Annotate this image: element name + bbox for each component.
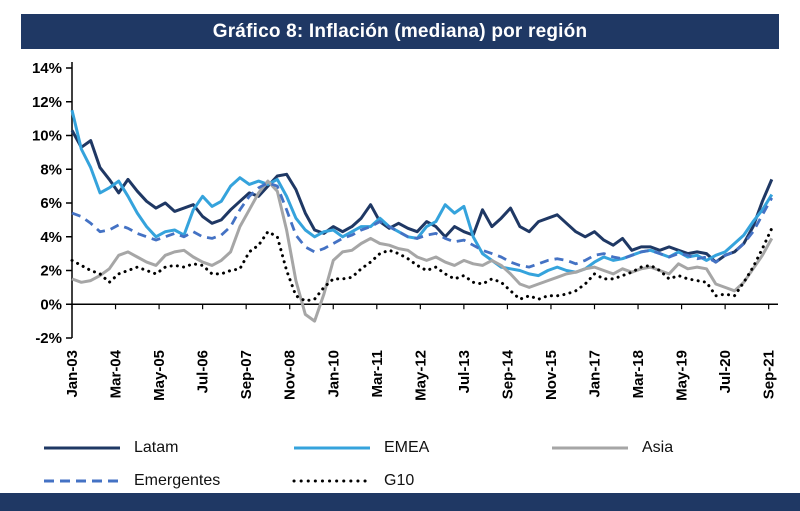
legend-label-emergentes: Emergentes <box>134 472 221 489</box>
svg-text:Jul-13: Jul-13 <box>456 350 473 393</box>
svg-text:Mar-18: Mar-18 <box>630 350 647 398</box>
legend-label-emea: EMEA <box>384 439 430 456</box>
svg-text:Jan-03: Jan-03 <box>64 350 81 398</box>
svg-text:Sep-07: Sep-07 <box>238 350 255 399</box>
legend-item-g10: G10 <box>292 469 550 493</box>
svg-text:Sep-21: Sep-21 <box>761 350 778 399</box>
svg-text:May-19: May-19 <box>674 350 691 401</box>
svg-text:14%: 14% <box>32 60 62 77</box>
svg-text:-2%: -2% <box>35 330 62 347</box>
svg-text:Mar-11: Mar-11 <box>369 350 386 398</box>
svg-text:10%: 10% <box>32 128 62 145</box>
svg-text:8%: 8% <box>40 161 62 178</box>
legend-label-asia: Asia <box>642 439 674 456</box>
svg-text:Nov-08: Nov-08 <box>282 350 299 400</box>
legend-label-g10: G10 <box>384 472 415 489</box>
chart-title: Gráfico 8: Inflación (mediana) por regió… <box>212 20 588 42</box>
svg-text:Mar-04: Mar-04 <box>108 349 125 398</box>
svg-text:Sep-14: Sep-14 <box>499 349 516 399</box>
legend-swatch-emergentes <box>44 479 120 483</box>
svg-text:Jan-10: Jan-10 <box>325 350 342 398</box>
chart-legend: Latam EMEA Asia Emergentes G10 <box>42 436 758 493</box>
svg-text:Jan-17: Jan-17 <box>587 350 604 398</box>
svg-text:2%: 2% <box>40 263 62 280</box>
legend-swatch-g10 <box>292 479 372 483</box>
svg-text:4%: 4% <box>40 229 62 246</box>
svg-text:Jul-20: Jul-20 <box>717 350 734 393</box>
legend-item-emea: EMEA <box>292 436 550 460</box>
legend-swatch-asia <box>552 446 628 450</box>
svg-text:Jul-06: Jul-06 <box>195 350 212 393</box>
legend-item-emergentes: Emergentes <box>42 469 292 493</box>
svg-text:May-05: May-05 <box>151 350 168 401</box>
bottom-bar <box>0 493 800 511</box>
legend-swatch-latam <box>44 446 120 450</box>
svg-text:May-12: May-12 <box>412 350 429 401</box>
legend-item-latam: Latam <box>42 436 292 460</box>
chart-title-bar: Gráfico 8: Inflación (mediana) por regió… <box>21 14 779 49</box>
svg-text:Nov-15: Nov-15 <box>543 350 560 400</box>
inflation-line-chart: 14% 12% 10% 8% 6% 4% 2% 0% -2%Jan-03 Mar-04 May-05… <box>32 60 778 401</box>
legend-swatch-emea <box>294 446 370 450</box>
legend-label-latam: Latam <box>134 439 179 456</box>
svg-text:0%: 0% <box>40 296 62 313</box>
svg-text:12%: 12% <box>32 94 62 111</box>
legend-item-asia: Asia <box>550 436 758 460</box>
svg-text:6%: 6% <box>40 195 62 212</box>
